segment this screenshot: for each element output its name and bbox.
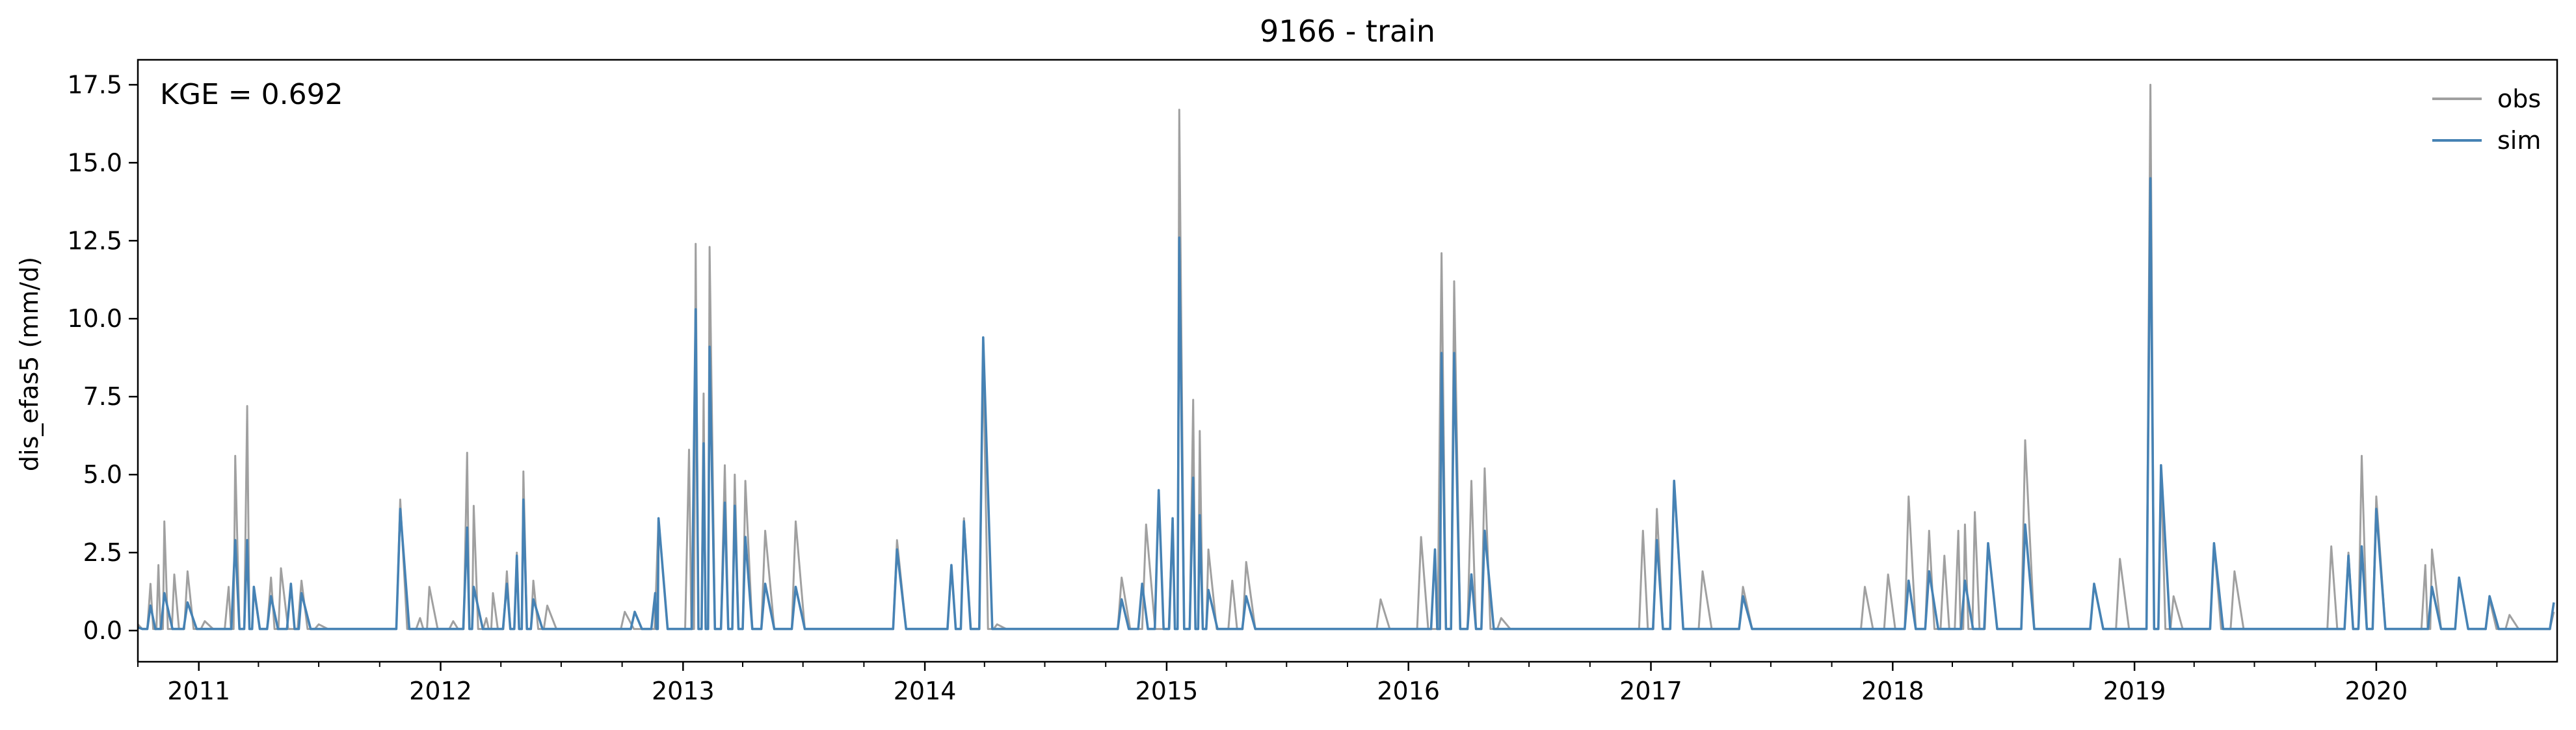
plot-area bbox=[138, 83, 2555, 631]
x-tick-label: 2012 bbox=[409, 677, 472, 705]
x-tick-label: 2016 bbox=[1377, 677, 1440, 705]
x-tick-label: 2018 bbox=[1861, 677, 1924, 705]
x-tick-label: 2011 bbox=[167, 677, 230, 705]
y-tick-label: 2.5 bbox=[83, 538, 122, 567]
x-tick-label: 2017 bbox=[1619, 677, 1682, 705]
x-tick-label: 2013 bbox=[652, 677, 715, 705]
y-tick-label: 15.0 bbox=[67, 148, 122, 177]
y-tick-label: 7.5 bbox=[83, 382, 122, 411]
y-tick-label: 17.5 bbox=[67, 70, 122, 99]
x-tick-label: 2014 bbox=[894, 677, 957, 705]
y-tick-label: 12.5 bbox=[67, 226, 122, 255]
chart-title: 9166 - train bbox=[1260, 14, 1435, 49]
y-axis-label: dis_efas5 (mm/d) bbox=[15, 257, 44, 471]
axes-frame bbox=[137, 59, 2558, 663]
legend-label-sim: sim bbox=[2497, 126, 2541, 155]
y-tick-label: 10.0 bbox=[67, 304, 122, 333]
legend: obs sim bbox=[2432, 85, 2541, 155]
y-tick-label: 5.0 bbox=[83, 460, 122, 489]
series-line-sim bbox=[138, 177, 2555, 631]
kge-annotation: KGE = 0.692 bbox=[160, 78, 343, 111]
legend-label-obs: obs bbox=[2497, 85, 2541, 113]
x-tick-label: 2015 bbox=[1135, 677, 1199, 705]
x-tick-label: 2019 bbox=[2103, 677, 2166, 705]
series-line-obs bbox=[138, 83, 2555, 631]
x-tick-label: 2020 bbox=[2345, 677, 2408, 705]
y-tick-label: 0.0 bbox=[83, 616, 122, 645]
